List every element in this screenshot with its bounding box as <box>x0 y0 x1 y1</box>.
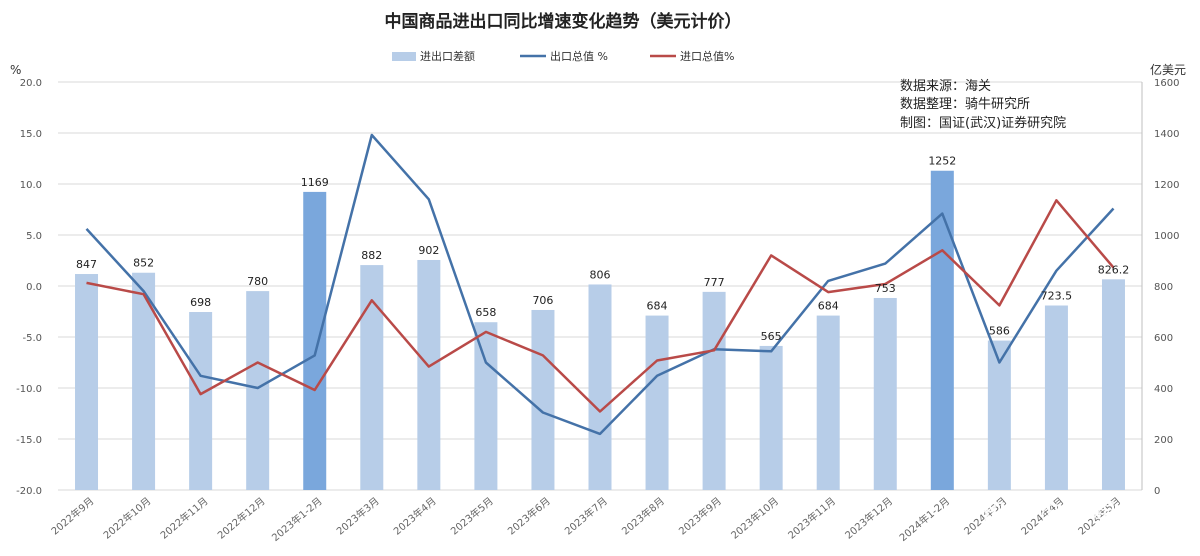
bar <box>132 272 156 490</box>
bar-data-label: 1169 <box>301 176 329 189</box>
y-right-axis-ticks: 1600 1400 1200 1000 800 600 400 200 0 <box>1154 78 1179 497</box>
bar <box>189 312 213 490</box>
y-left-tick: -5.0 <box>22 333 42 344</box>
y-left-tick: 15.0 <box>20 129 42 140</box>
x-tick-label: 2024年1-2月 <box>897 494 953 544</box>
bar-data-label: 852 <box>133 257 154 270</box>
export-line <box>85 133 1115 436</box>
legend-label-bar: 进出口差额 <box>420 49 475 63</box>
bar <box>645 315 669 490</box>
legend-label-import: 进口总值% <box>680 49 734 63</box>
bar <box>1044 305 1068 490</box>
bar-data-label: 902 <box>418 244 439 257</box>
y-left-tick: 0.0 <box>26 282 42 293</box>
bar-data-label: 753 <box>875 282 896 295</box>
y-left-axis-ticks: 20.0 15.0 10.0 5.0 0.0 -5.0 -10.0 -15.0 -20.0 <box>16 78 42 497</box>
y-left-tick: -15.0 <box>16 435 42 446</box>
y-left-tick: 20.0 <box>20 78 42 89</box>
y-right-tick: 200 <box>1154 435 1173 446</box>
bar-data-label: 723.5 <box>1041 290 1073 303</box>
x-tick-label: 2022年10月 <box>101 494 154 541</box>
bar-data-label: 586 <box>989 325 1010 338</box>
x-tick-label: 2023年4月 <box>391 494 439 537</box>
y-right-unit: 亿美元 <box>1150 62 1186 77</box>
bar <box>930 170 954 491</box>
bar-data-label: 780 <box>247 275 268 288</box>
bar <box>588 284 612 490</box>
source-note-3: 制图：国证(武汉)证券研究院 <box>900 115 1066 131</box>
bar-data-label: 684 <box>818 300 839 313</box>
source-notes: 数据来源：海关 数据整理：骑牛研究所 制图：国证(武汉)证券研究院 <box>900 79 1066 131</box>
bar <box>759 345 783 490</box>
bar <box>816 315 840 490</box>
bar-data-label: 706 <box>532 294 553 307</box>
y-right-tick: 0 <box>1154 486 1160 497</box>
x-tick-label: 2023年6月 <box>505 494 553 537</box>
bar-data-label: 826.2 <box>1098 263 1130 276</box>
x-tick-label: 2023年5月 <box>448 494 496 537</box>
bar <box>75 274 99 490</box>
bar-data-label: 565 <box>761 330 782 343</box>
source-note-2: 数据整理：骑牛研究所 <box>900 97 1030 112</box>
x-tick-label: 2023年3月 <box>334 494 382 537</box>
bar-series <box>75 170 1125 491</box>
legend-swatch-bar <box>392 52 416 61</box>
import-line <box>86 199 1115 413</box>
bar <box>303 191 327 490</box>
x-tick-label: 2023年12月 <box>842 494 895 541</box>
bar-data-label: 658 <box>475 306 496 319</box>
bar-data-labels: 847 852 698 780 1169 882 902 658 706 806 684 777 565… <box>76 155 1129 343</box>
x-tick-label: 2023年8月 <box>619 494 667 537</box>
bar <box>1101 279 1125 490</box>
bar <box>360 265 384 490</box>
bar-data-label: 882 <box>361 249 382 262</box>
y-left-tick: 10.0 <box>20 180 42 191</box>
bar-data-label: 847 <box>76 258 97 271</box>
line-series <box>85 133 1115 436</box>
bar <box>417 259 441 490</box>
y-left-tick: -10.0 <box>16 384 42 395</box>
x-tick-label: 2023年9月 <box>676 494 724 537</box>
x-tick-label: 2023年1-2月 <box>269 494 325 544</box>
x-tick-label: 2022年11月 <box>158 494 211 541</box>
bar-data-label: 806 <box>590 268 611 281</box>
y-right-tick: 1600 <box>1154 78 1179 89</box>
bar <box>702 291 726 490</box>
bar-data-label: 777 <box>704 276 725 289</box>
chart-title: 中国商品进出口同比增速变化趋势（美元计价） <box>385 11 742 32</box>
y-right-tick: 1200 <box>1154 180 1179 191</box>
bar <box>474 322 498 490</box>
x-tick-label: 2023年11月 <box>785 494 838 541</box>
y-left-tick: 5.0 <box>26 231 42 242</box>
y-right-tick: 800 <box>1154 282 1173 293</box>
legend: 进出口差额 出口总值 % 进口总值% <box>392 49 734 63</box>
y-right-tick: 1000 <box>1154 231 1179 242</box>
source-note-1: 数据来源：海关 <box>900 79 991 94</box>
bar <box>873 297 897 490</box>
x-tick-label: 2023年7月 <box>562 494 610 537</box>
bar-data-label: 698 <box>190 296 211 309</box>
legend-label-export: 出口总值 % <box>550 49 608 63</box>
bar <box>246 291 270 490</box>
x-axis-ticks: 2022年9月 2022年10月 2022年11月 2022年12月 2023年1-2月… <box>48 494 1123 544</box>
bar <box>531 309 555 490</box>
x-tick-label: 2022年12月 <box>215 494 268 541</box>
y-right-tick: 600 <box>1154 333 1173 344</box>
watermark: 知乎 @火星宏观 <box>980 499 1170 529</box>
bar <box>987 340 1011 490</box>
y-right-tick: 1400 <box>1154 129 1179 140</box>
y-right-tick: 400 <box>1154 384 1173 395</box>
x-tick-label: 2022年9月 <box>48 494 96 537</box>
y-left-tick: -20.0 <box>16 486 42 497</box>
bar-data-label: 1252 <box>928 155 956 168</box>
y-left-unit: % <box>10 63 21 77</box>
x-tick-label: 2023年10月 <box>728 494 781 541</box>
bar-data-label: 684 <box>647 300 668 313</box>
